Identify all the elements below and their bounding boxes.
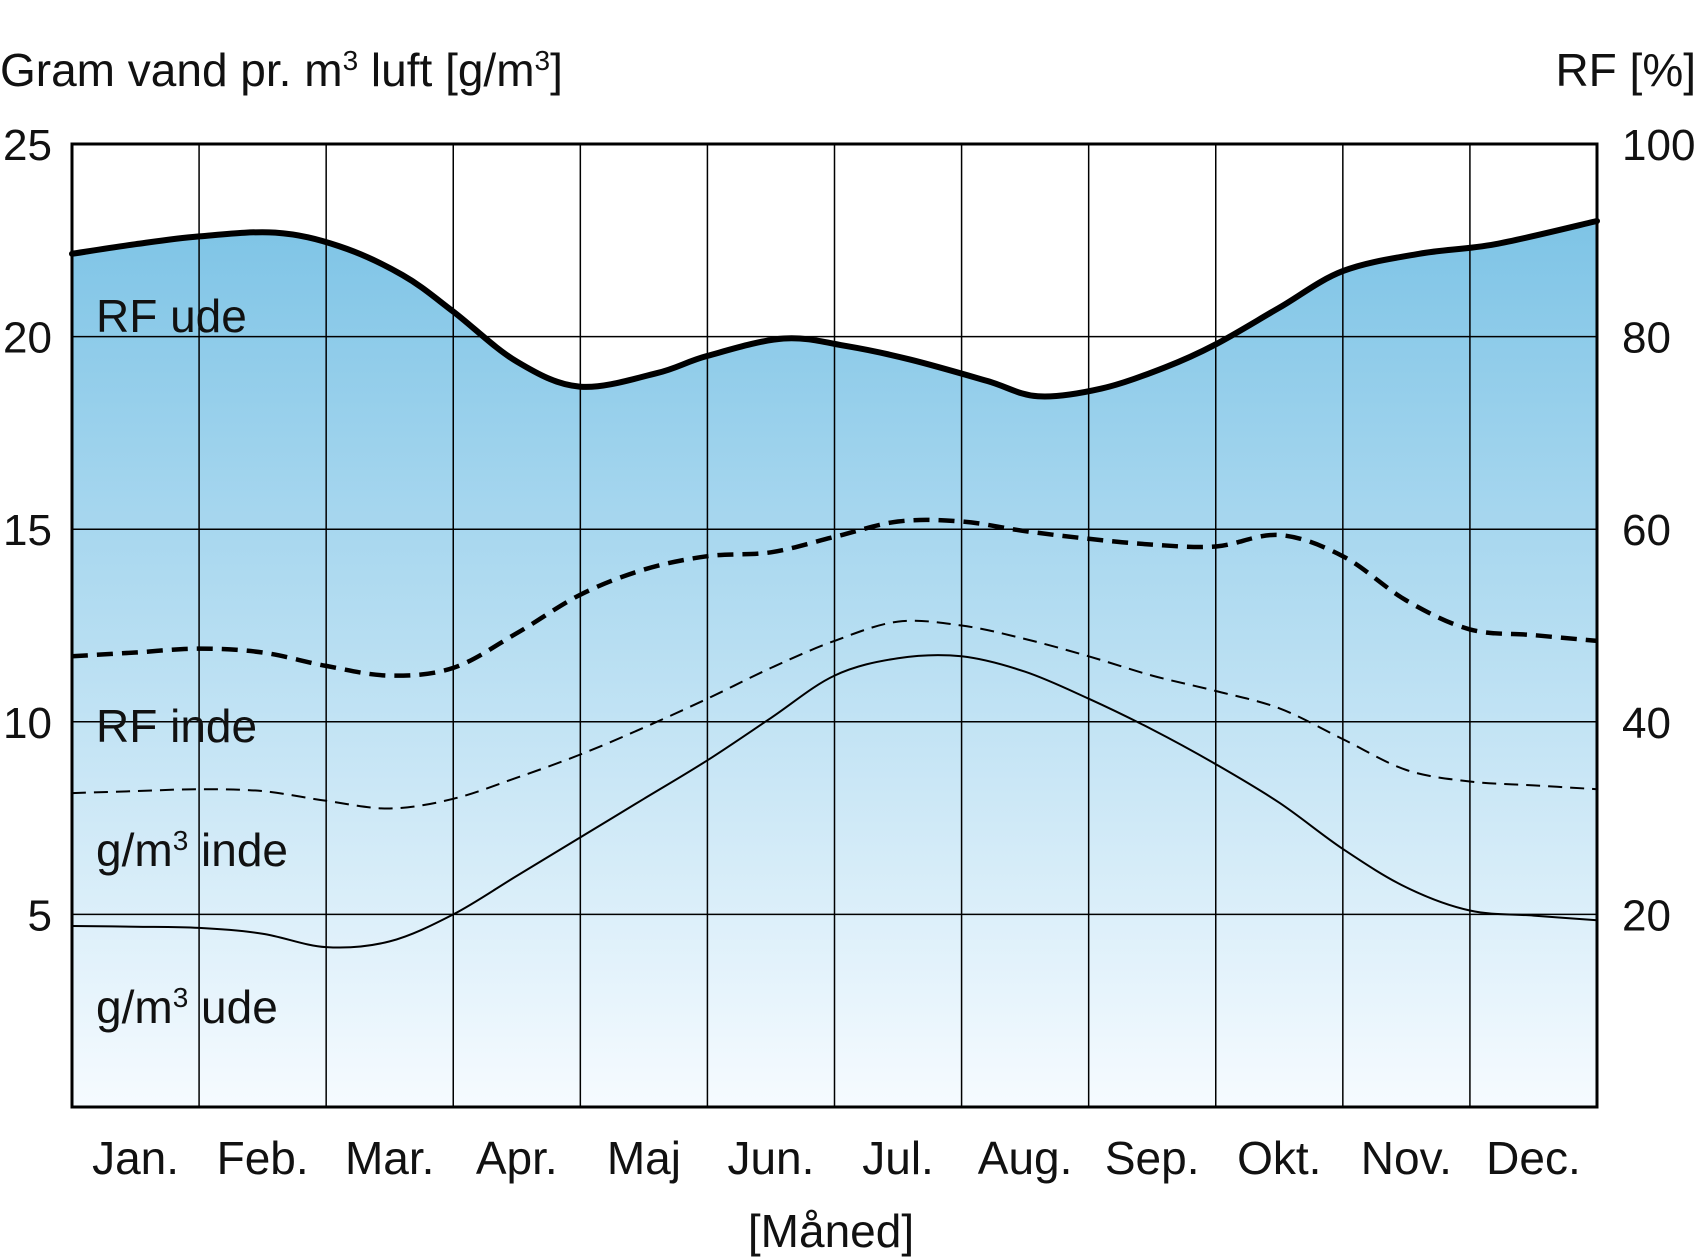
month-label: Feb. [217, 1132, 309, 1184]
series-label-pre: g/m [96, 981, 173, 1033]
left-axis-title-post: ] [550, 44, 563, 96]
left-axis-title-sup2: 3 [535, 45, 551, 76]
month-label: Okt. [1237, 1132, 1321, 1184]
left-axis-title-sup1: 3 [343, 45, 359, 76]
right-tick-label: 20 [1622, 891, 1671, 940]
series-label: RF inde [96, 700, 257, 752]
x-axis-title: [Måned] [748, 1205, 914, 1257]
month-label: Apr. [476, 1132, 558, 1184]
series-line-1 [71, 517, 1598, 678]
series-label-post: inde [188, 824, 288, 876]
month-label: Maj [607, 1132, 681, 1184]
series-label: g/m3 ude [96, 981, 278, 1033]
series-line-2 [71, 619, 1598, 810]
right-tick-label: 80 [1622, 314, 1671, 363]
left-axis-title: Gram vand pr. m3 luft [g/m3] [0, 44, 563, 96]
left-tick-label: 15 [3, 506, 52, 555]
right-axis-title: RF [%] [1555, 44, 1696, 96]
plot-frame [70, 142, 1599, 1109]
series-lines [69, 218, 1600, 949]
series-line-3 [71, 654, 1598, 949]
x-axis-ticks: Jan. Feb. Mar. Apr. Maj Jun. Jul. Aug. Sep. Okt. N… [92, 1132, 1581, 1184]
series-label: g/m3 inde [96, 824, 288, 876]
right-tick-label: 60 [1622, 506, 1671, 555]
series-label-pre: RF ude [96, 290, 247, 342]
series-label: RF ude [96, 290, 247, 342]
month-label: Jun. [727, 1132, 814, 1184]
right-tick-label: 100 [1622, 121, 1695, 170]
series-line-0 [69, 218, 1600, 400]
series-label-sup: 3 [173, 982, 189, 1013]
right-axis-ticks: 20 40 60 80 100 [1622, 121, 1695, 940]
series-label-pre: g/m [96, 824, 173, 876]
left-tick-label: 25 [3, 121, 52, 170]
left-axis-title-pre: Gram vand pr. m [0, 44, 343, 96]
series-label-post: ude [188, 981, 278, 1033]
month-label: Aug. [978, 1132, 1073, 1184]
grid [72, 144, 1597, 1107]
month-label: Mar. [345, 1132, 434, 1184]
right-tick-label: 40 [1622, 699, 1671, 748]
month-label: Dec. [1486, 1132, 1581, 1184]
left-axis-title-mid: luft [g/m [358, 44, 534, 96]
month-label: Sep. [1105, 1132, 1200, 1184]
left-tick-label: 20 [3, 314, 52, 363]
series-label-sup: 3 [173, 825, 189, 856]
left-tick-label: 10 [3, 699, 52, 748]
month-label: Jul. [862, 1132, 934, 1184]
month-label: Nov. [1361, 1132, 1452, 1184]
left-tick-label: 5 [28, 891, 52, 940]
left-axis-ticks: 5 10 15 20 25 [3, 121, 52, 940]
series-label-pre: RF inde [96, 700, 257, 752]
month-label: Jan. [92, 1132, 179, 1184]
